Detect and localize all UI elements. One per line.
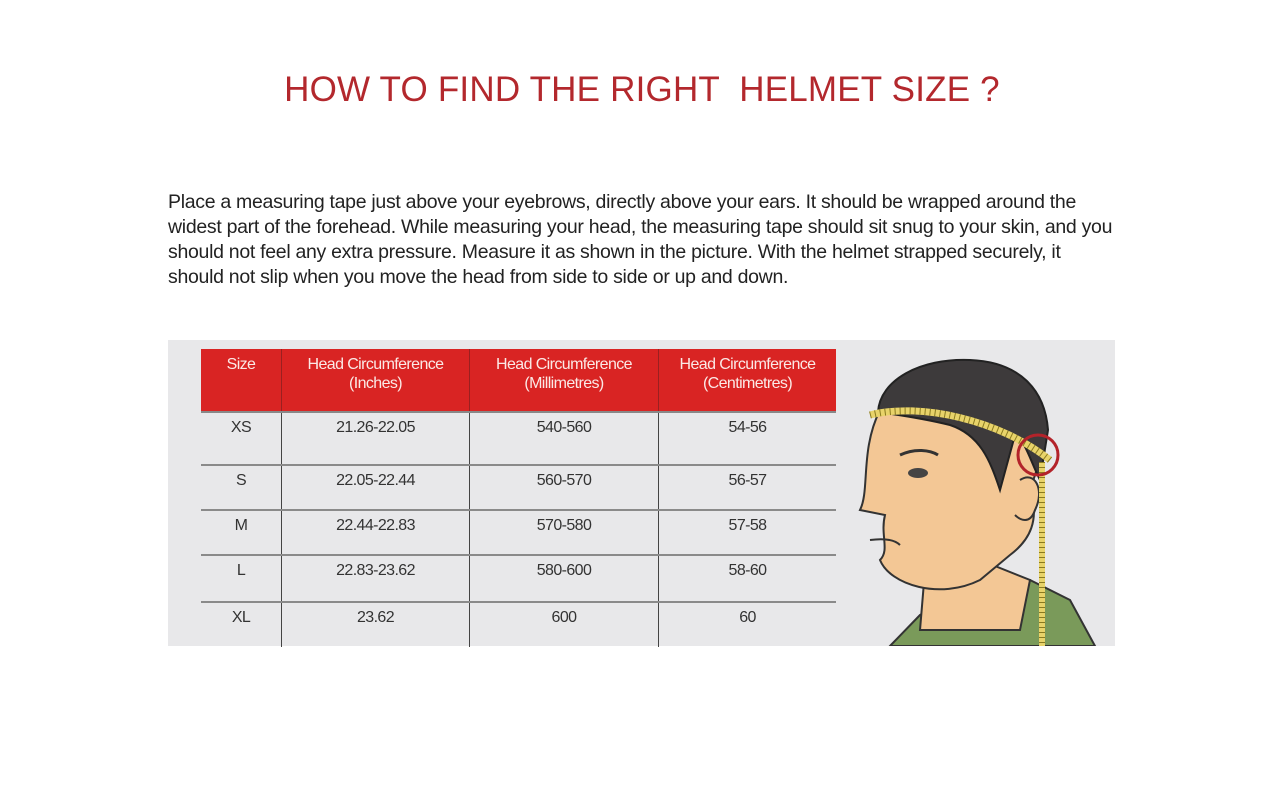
header-size: Size (201, 349, 282, 413)
cell-mm: 600 (469, 602, 659, 647)
header-unit: (Inches) (349, 375, 403, 392)
cell-size: S (201, 465, 282, 511)
table-row: L 22.83-23.62 580-600 58-60 (201, 555, 836, 603)
cell-inches: 22.83-23.62 (281, 555, 470, 603)
head-measuring-tape-illustration (858, 358, 1097, 646)
cell-cm: 54-56 (658, 412, 836, 466)
cell-mm: 570-580 (469, 510, 659, 556)
page-title: HOW TO FIND THE RIGHT HELMET SIZE ? (284, 70, 1000, 109)
header-label: Head Circumference (679, 356, 817, 373)
table-row: XL 23.62 600 60 (201, 602, 836, 647)
instructions-text: Place a measuring tape just above your e… (168, 191, 1113, 288)
header-label: Head Circumference (307, 356, 445, 373)
cell-cm: 60 (739, 609, 756, 626)
cell-inches: 21.26-22.05 (281, 412, 470, 466)
table-header-row: Size Head Circumference (Inches) Head Cir… (201, 349, 836, 413)
cell-size: M (201, 510, 282, 556)
cell-mm: 540-560 (469, 412, 659, 466)
header-label: Head Circumference (496, 356, 633, 373)
cell-cm: 57-58 (658, 510, 836, 556)
header-unit: (Millimetres) (524, 375, 604, 392)
table-row: XS 21.26-22.05 540-560 54-56 (201, 412, 836, 466)
cell-inches: 23.62 (281, 602, 470, 647)
header-centimetres: Head Circumference (Centimetres) (658, 349, 836, 413)
header-unit: (Centimetres) (702, 375, 793, 392)
table-row: M 22.44-22.83 570-580 57-58 (201, 510, 836, 556)
cell-size: XL (201, 602, 282, 647)
header-label: Size (226, 356, 256, 373)
cell-size: L (201, 555, 282, 603)
cell-inches: 22.44-22.83 (281, 510, 470, 556)
header-millimetres: Head Circumference (Millimetres) (469, 349, 659, 413)
cell-mm: 580-600 (469, 555, 659, 603)
cell-cm: 58-60 (658, 555, 836, 603)
cell-size: XS (201, 412, 282, 466)
size-chart-panel: Size Head Circumference (Inches) Head Cir… (168, 340, 1115, 647)
cell-mm: 560-570 (469, 465, 659, 511)
size-table: Size Head Circumference (Inches) Head Cir… (201, 349, 836, 647)
header-inches: Head Circumference (Inches) (281, 349, 470, 413)
cell-inches: 22.05-22.44 (281, 465, 470, 511)
cell-cm: 56-57 (658, 465, 836, 511)
table-row: S 22.05-22.44 560-570 56-57 (201, 465, 836, 511)
